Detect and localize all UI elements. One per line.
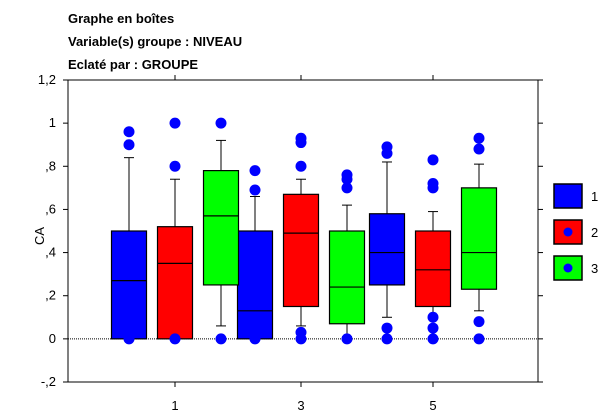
outlier-point (427, 311, 439, 323)
outlier-point (295, 160, 307, 172)
chart-title: Graphe en boîtes Variable(s) groupe : NI… (68, 11, 242, 72)
box-series-3-cat-3 (328, 169, 366, 345)
y-tick-label: ,6 (45, 201, 56, 216)
outlier-point (427, 182, 439, 194)
box-series-1-cat-1 (110, 126, 148, 345)
y-tick-label: 1 (49, 115, 56, 130)
legend-swatch-3 (553, 255, 583, 281)
box-series-3-cat-5 (460, 132, 498, 345)
y-tick-label: ,4 (45, 245, 56, 260)
box-iqr (236, 230, 274, 340)
legend-label-1: 1 (591, 189, 598, 204)
legend-label-2: 2 (591, 225, 598, 240)
box-iqr (202, 170, 240, 286)
outlier-point (427, 322, 439, 334)
outlier-point (295, 333, 307, 345)
y-tick-label: 0 (49, 331, 56, 346)
x-ticks: 1 3 5 (171, 75, 437, 413)
y-ticks: -,2 0 ,2 ,4 ,6 ,8 1 1,2 (38, 72, 543, 389)
box-iqr (282, 193, 320, 308)
box-series-3-cat-1 (202, 117, 240, 345)
boxes (110, 117, 498, 345)
outlier-point (123, 139, 135, 151)
y-axis-label: CA (32, 227, 47, 245)
outlier-point (381, 147, 393, 159)
box-iqr (460, 187, 498, 290)
outlier-point (169, 117, 181, 129)
box-iqr (156, 226, 194, 340)
outlier-point (473, 316, 485, 328)
legend-marker-3 (563, 263, 573, 273)
outlier-point (473, 132, 485, 144)
x-tick-label: 5 (429, 398, 436, 413)
outlier-point (123, 333, 135, 345)
box-series-2-cat-5 (414, 154, 452, 345)
outlier-point (249, 184, 261, 196)
outlier-point (215, 117, 227, 129)
outlier-point (295, 137, 307, 149)
y-tick-label: 1,2 (38, 72, 56, 87)
box-iqr (328, 230, 366, 325)
title-line-1: Graphe en boîtes (68, 11, 174, 26)
legend-marker-2 (563, 227, 573, 237)
box-iqr (368, 213, 406, 286)
outlier-point (215, 333, 227, 345)
outlier-point (249, 165, 261, 177)
x-tick-label: 3 (297, 398, 304, 413)
title-line-2: Variable(s) groupe : NIVEAU (68, 34, 242, 49)
y-tick-label: ,2 (45, 288, 56, 303)
box-series-2-cat-1 (156, 117, 194, 345)
y-tick-label: -,2 (41, 374, 56, 389)
box-series-1-cat-5 (368, 141, 406, 345)
box-iqr (414, 230, 452, 308)
outlier-point (341, 333, 353, 345)
x-tick-label: 1 (171, 398, 178, 413)
box-iqr (110, 230, 148, 340)
legend-marker-1 (563, 191, 573, 201)
outlier-point (341, 173, 353, 185)
outlier-point (427, 154, 439, 166)
outlier-point (381, 322, 393, 334)
outlier-point (169, 333, 181, 345)
outlier-point (381, 333, 393, 345)
y-tick-label: ,8 (45, 158, 56, 173)
outlier-point (169, 160, 181, 172)
outlier-point (249, 333, 261, 345)
outlier-point (427, 333, 439, 345)
outlier-point (341, 182, 353, 194)
outlier-point (473, 333, 485, 345)
box-series-2-cat-3 (282, 132, 320, 345)
legend: 1 2 3 (553, 183, 598, 281)
outlier-point (123, 126, 135, 138)
legend-label-3: 3 (591, 261, 598, 276)
outlier-point (473, 143, 485, 155)
plot-frame (67, 79, 539, 383)
title-line-3: Eclaté par : GROUPE (68, 57, 198, 72)
box-series-1-cat-3 (236, 165, 274, 345)
